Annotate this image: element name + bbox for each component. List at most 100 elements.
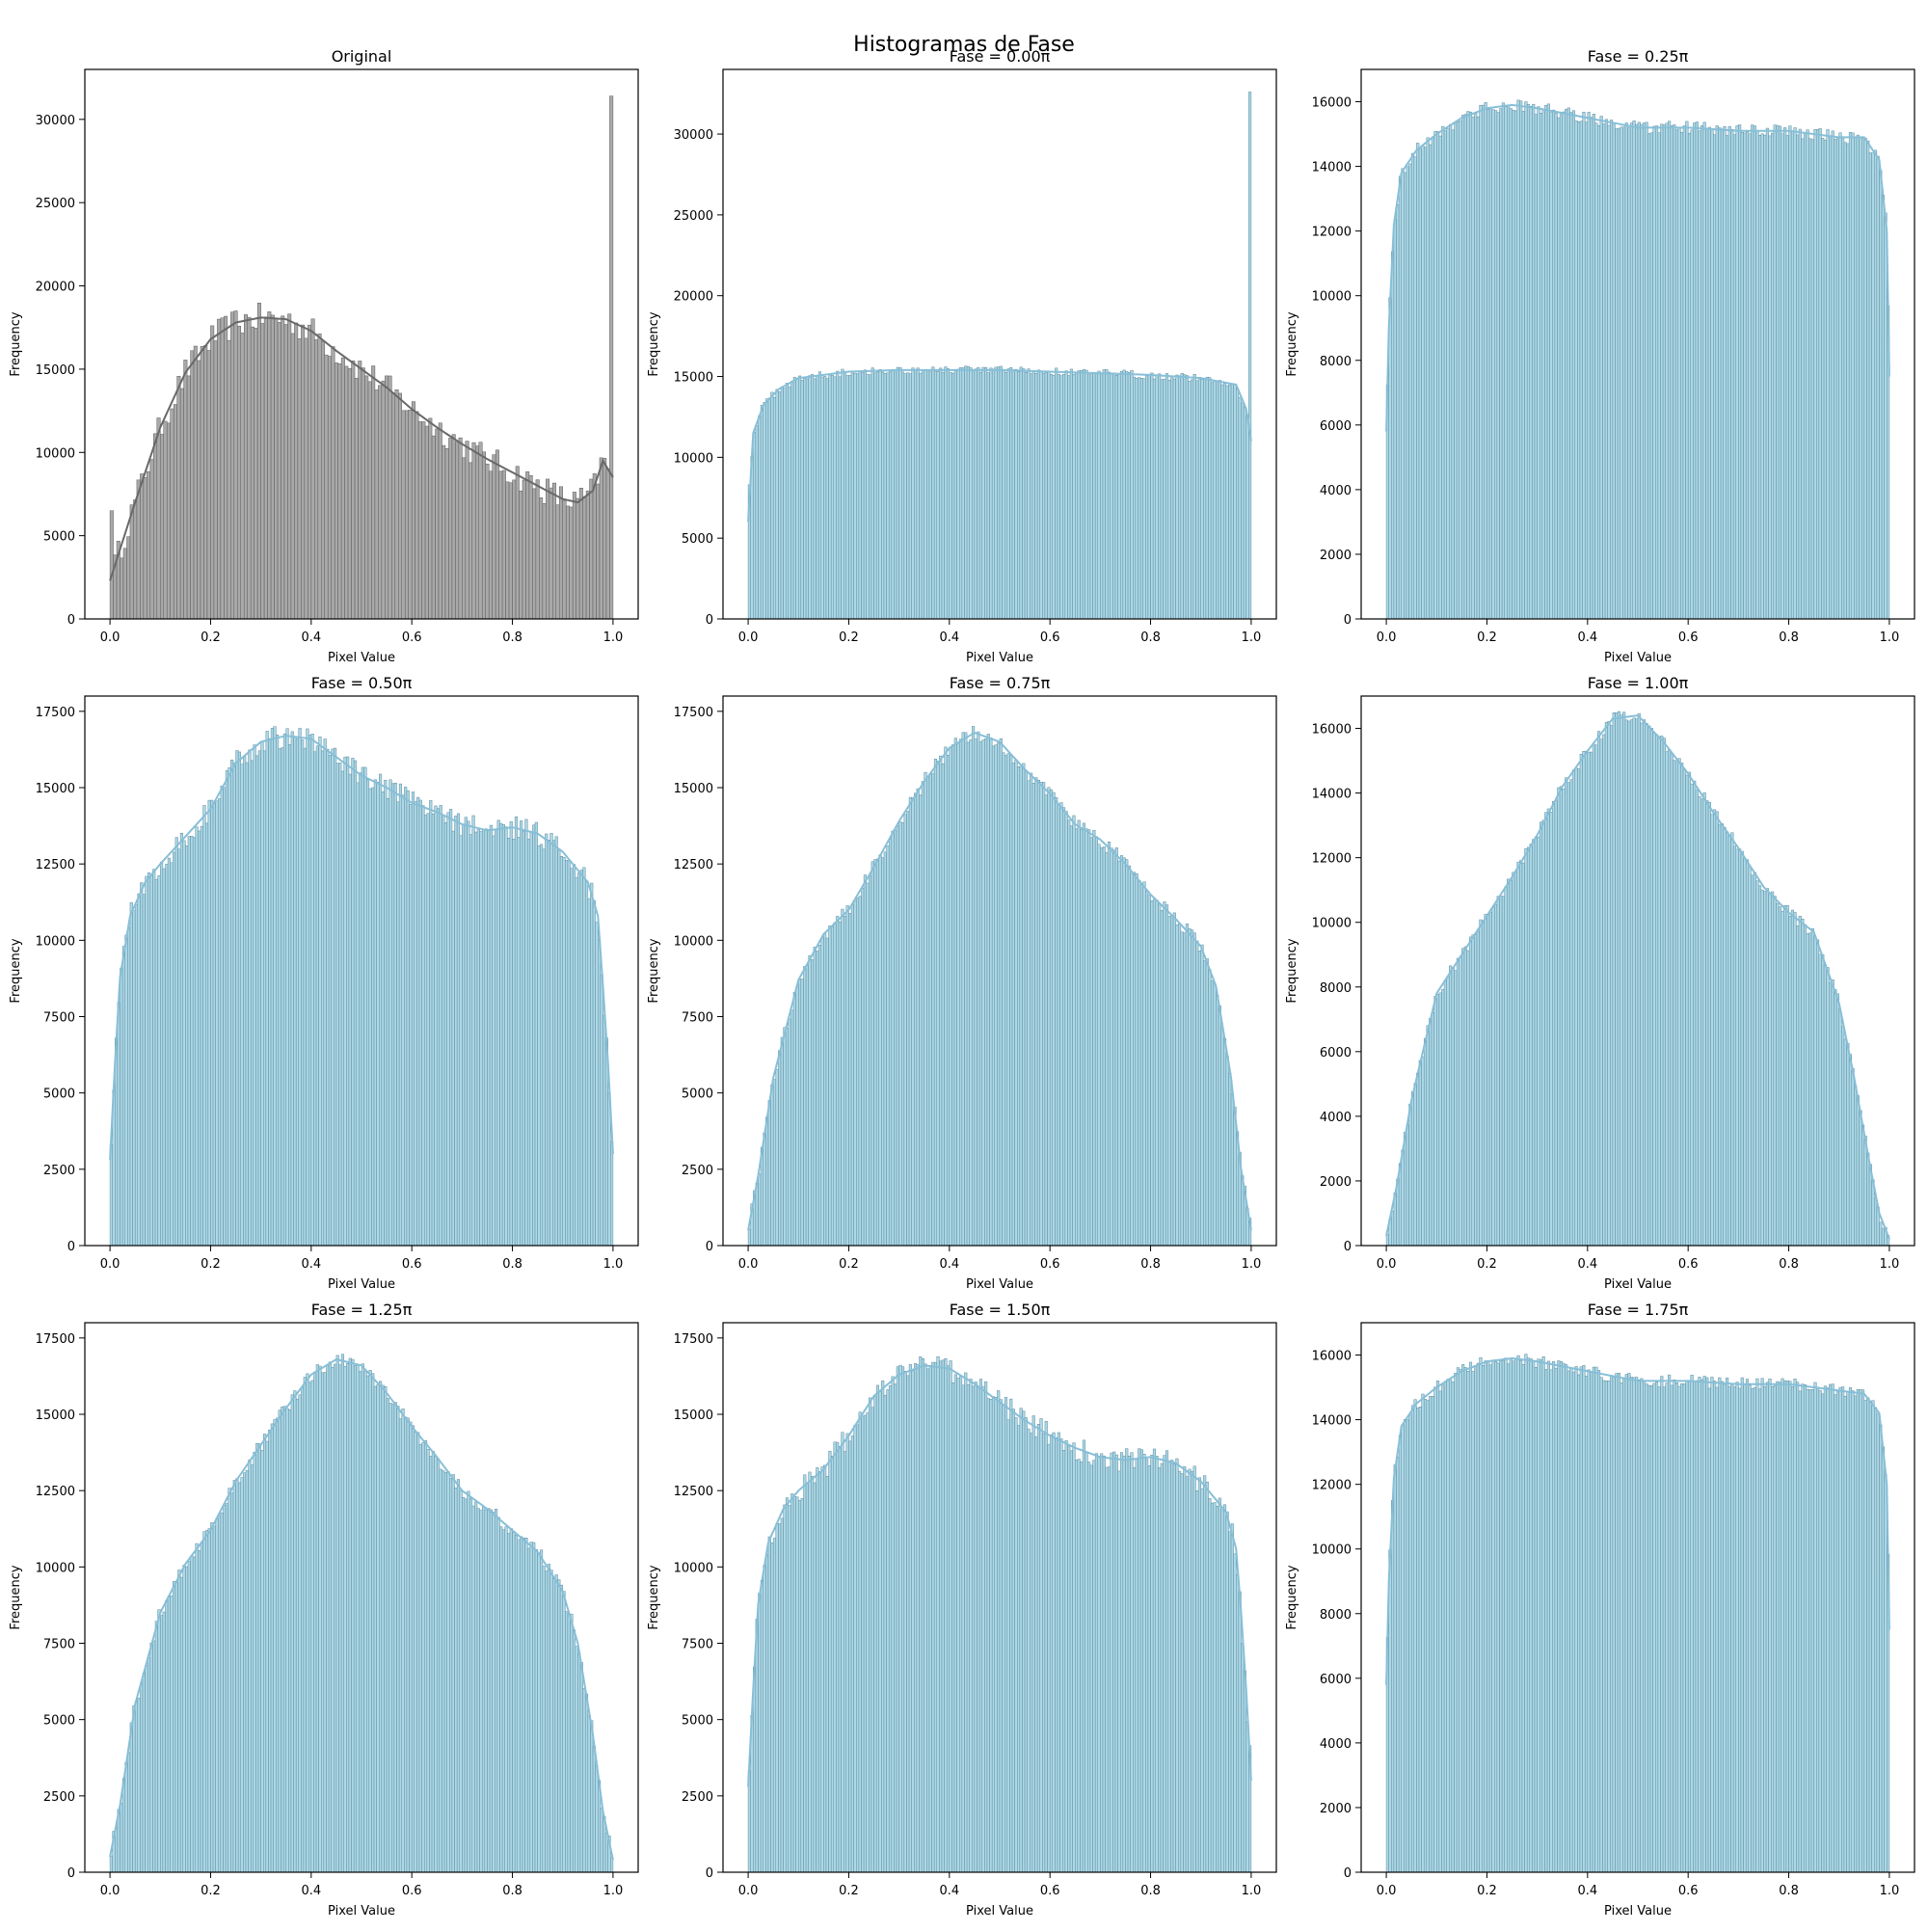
histogram-bar <box>1122 369 1126 620</box>
histogram-bar <box>1122 857 1126 1247</box>
histogram-bar <box>166 422 171 620</box>
histogram-bar <box>878 854 882 1247</box>
y-tick-label: 5000 <box>682 532 713 547</box>
histogram-bar <box>1446 976 1450 1247</box>
histogram-bar <box>324 354 329 620</box>
histogram-bar <box>863 369 867 620</box>
histogram-bar <box>956 742 960 1247</box>
histogram-bar <box>790 1009 794 1247</box>
histogram-bar <box>1027 1428 1031 1873</box>
histogram-bar <box>308 735 312 1247</box>
histogram-bar <box>1801 1383 1805 1873</box>
histogram-bar <box>805 1483 809 1873</box>
histogram-bar <box>1030 373 1033 620</box>
y-tick-label: 12000 <box>1312 1479 1352 1493</box>
histogram-bar <box>828 1450 832 1873</box>
x-tick-label: 0.0 <box>1377 1257 1397 1272</box>
histogram-bar <box>248 749 252 1247</box>
histogram-bar <box>1433 1386 1437 1873</box>
histogram-bar <box>243 756 247 1247</box>
histogram-bar <box>418 799 422 1247</box>
y-tick-label: 5000 <box>43 530 75 545</box>
histogram-bar <box>431 435 436 620</box>
histogram-bar <box>1649 1385 1653 1873</box>
histogram-bar <box>170 1596 174 1873</box>
axes-frame <box>722 695 1277 1247</box>
histogram-bar <box>120 1802 123 1873</box>
histogram-bar <box>1082 1439 1085 1873</box>
histogram-bar <box>501 1529 505 1873</box>
histogram-bar <box>997 742 1001 1247</box>
histogram-bar <box>173 404 177 620</box>
y-tick-label: 2500 <box>43 1790 75 1805</box>
histogram-bar <box>1222 1504 1227 1873</box>
histogram-bar <box>972 726 976 1247</box>
histogram-bar <box>202 1531 206 1873</box>
y-axis-label: Frequency <box>9 311 23 376</box>
histogram-bar <box>1617 711 1620 1247</box>
histogram-bar <box>1549 112 1553 620</box>
histogram-bar <box>1238 1591 1242 1873</box>
histogram-bar <box>1685 1380 1689 1873</box>
histogram-bar <box>1798 128 1802 620</box>
histogram-bar <box>1449 965 1453 1247</box>
histogram-bar <box>1677 758 1681 1247</box>
histogram-bar <box>1438 135 1442 620</box>
histogram-bar <box>1590 117 1593 620</box>
histogram-bar <box>1876 155 1880 620</box>
histogram-bar <box>881 857 885 1247</box>
histogram-bar <box>828 374 832 620</box>
histogram-bar <box>293 737 297 1247</box>
histogram-bar <box>1147 1465 1151 1873</box>
histogram-bar <box>243 314 248 620</box>
histogram-bar <box>1594 122 1598 620</box>
histogram-bar <box>1526 1357 1531 1873</box>
histogram-bar <box>951 1382 955 1873</box>
histogram-bar <box>373 1385 377 1873</box>
x-tick-label: 1.0 <box>1880 1884 1900 1898</box>
histogram-bar <box>1167 380 1171 620</box>
histogram-bar <box>916 367 920 620</box>
y-tick-label: 15000 <box>674 1409 713 1423</box>
histogram-bar <box>525 471 530 620</box>
histogram-bar <box>1191 1470 1194 1873</box>
x-axis-label: Pixel Value <box>1604 1277 1672 1292</box>
histogram-bar <box>1110 1452 1113 1873</box>
histogram-bar <box>1755 880 1759 1247</box>
histogram-bar <box>1451 967 1455 1247</box>
histogram-bar <box>870 861 874 1247</box>
histogram-bar <box>411 1425 415 1873</box>
histogram-bar <box>1645 723 1648 1247</box>
histogram-bar <box>969 739 973 1247</box>
histogram-bar <box>1803 924 1808 1247</box>
histogram-bar <box>808 1471 812 1873</box>
histogram-bar <box>838 1446 842 1873</box>
histogram-bar <box>263 1434 267 1873</box>
histogram-bar <box>1039 1418 1043 1873</box>
histogram-bar <box>555 504 560 620</box>
histogram-bar <box>1183 1466 1187 1873</box>
histogram-bar <box>1398 1435 1403 1873</box>
histogram-bar <box>1459 1369 1462 1873</box>
histogram-bar <box>1509 1357 1513 1873</box>
histogram-bar <box>833 922 837 1247</box>
histogram-bar <box>933 371 938 620</box>
histogram-bar <box>1662 124 1666 620</box>
histogram-bar <box>471 442 476 620</box>
histogram-bar <box>374 389 379 620</box>
histogram-bar <box>1846 1391 1850 1873</box>
histogram-bar <box>903 373 907 620</box>
histogram-bar <box>1107 371 1111 620</box>
histogram-bar <box>953 370 957 620</box>
histogram-bar <box>439 805 442 1247</box>
histogram-bar <box>495 829 498 1247</box>
histogram-bar <box>1582 1365 1586 1873</box>
histogram-bar <box>997 366 1001 620</box>
histogram-bar <box>1559 1361 1563 1873</box>
y-tick-label: 0 <box>1344 1866 1352 1881</box>
histogram-bar <box>966 365 970 620</box>
histogram-bar <box>1541 109 1545 620</box>
histogram-bar <box>795 1496 799 1873</box>
histogram-bar <box>1866 140 1870 620</box>
histogram-bar <box>891 1376 895 1873</box>
